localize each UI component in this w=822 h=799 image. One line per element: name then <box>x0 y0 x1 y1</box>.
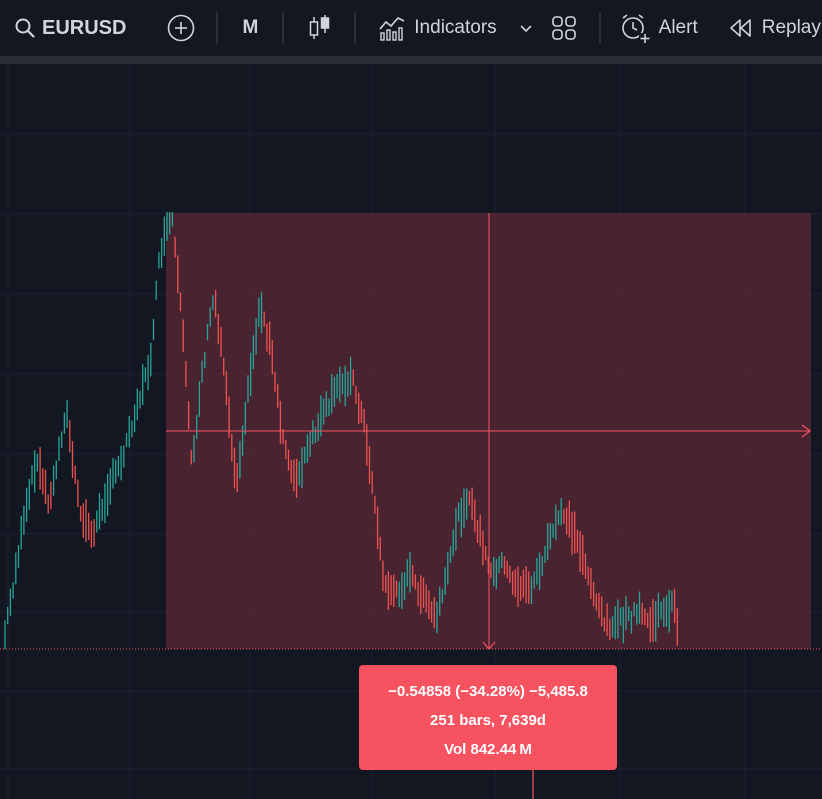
indicators-dropdown-button[interactable] <box>519 0 533 56</box>
measure-bar-count: 251 bars, 7,639d <box>430 712 546 729</box>
layouts-button[interactable] <box>551 0 577 56</box>
measure-volume: Vol 842.44 M <box>444 741 532 758</box>
indicators-button[interactable]: Indicators <box>378 0 497 56</box>
alarm-plus-icon <box>621 14 651 44</box>
price-chart[interactable] <box>0 64 822 799</box>
indicators-label: Indicators <box>414 17 497 38</box>
chart-type-button[interactable] <box>308 0 332 56</box>
symbol-label: EURUSD <box>42 16 127 39</box>
interval-button[interactable]: M <box>242 17 259 38</box>
plus-circle-icon <box>168 14 195 42</box>
chart-pane[interactable] <box>0 64 822 799</box>
top-toolbar: EURUSD M Indicators Alert Replay <box>0 0 822 56</box>
measure-price-change: −0.54858 (−34.28%) −5,485.8 <box>388 683 588 700</box>
alert-button[interactable]: Alert <box>619 0 698 56</box>
toolbar-separator <box>598 12 601 44</box>
compare-symbol-button[interactable] <box>166 0 196 56</box>
replay-icon <box>729 19 751 37</box>
search-icon <box>15 18 35 38</box>
alert-label: Alert <box>658 17 698 38</box>
toolbar-separator <box>216 12 219 44</box>
measure-tooltip: −0.54858 (−34.28%) −5,485.8 251 bars, 7,… <box>359 665 617 770</box>
symbol-search-button[interactable]: EURUSD <box>0 0 126 56</box>
price-bars <box>4 212 678 650</box>
replay-button[interactable]: Replay <box>728 0 821 56</box>
grid-icon <box>551 16 576 40</box>
chevron-down-icon <box>520 25 532 33</box>
indicators-icon <box>379 17 405 41</box>
toolbar-separator <box>282 12 285 44</box>
toolbar-separator <box>354 12 357 44</box>
toolbar-divider <box>0 56 822 64</box>
replay-label: Replay <box>761 17 821 38</box>
candles-icon <box>310 15 330 39</box>
measure-right-arrowhead <box>801 424 811 438</box>
